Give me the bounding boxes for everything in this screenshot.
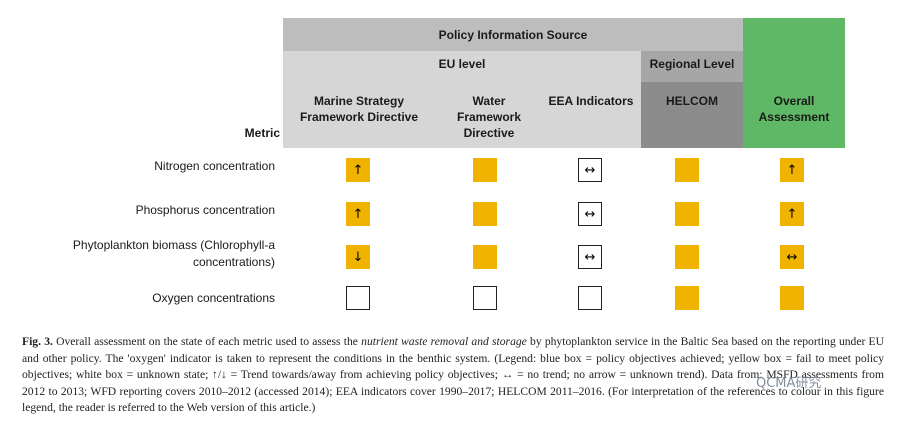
assessment-box-wfd-row-3 (473, 245, 497, 269)
column-msfd: Marine Strategy Framework Directive (299, 94, 419, 124)
column-eea: EEA Indicators (548, 94, 634, 108)
caption-text-1: Overall assessment on the state of each … (52, 335, 362, 348)
regional-level-title: Regional Level (649, 57, 735, 71)
assessment-box-eea-row-3: ↔ (578, 245, 602, 269)
assessment-box-msfd-row-1: ↑ (346, 158, 370, 182)
caption-label: Fig. 3. (22, 335, 53, 348)
policy-source-header-bg (283, 18, 743, 51)
caption-italic: nutrient waste removal and storage (361, 335, 527, 348)
caption-text-2: by phytoplankton service in the Baltic S… (22, 335, 885, 414)
assessment-box-wfd-row-1 (473, 158, 497, 182)
metric-label-phytoplankton-line2: concentrations) (192, 255, 275, 269)
column-wfd: Water Framework Directive (456, 94, 522, 140)
helcom-column-bg (641, 82, 743, 148)
column-overall: Overall Assessment (758, 94, 830, 124)
metric-label-oxygen: Oxygen concentrations (152, 291, 275, 305)
assessment-box-helcom-row-4 (675, 286, 699, 310)
assessment-box-eea-row-2: ↔ (578, 202, 602, 226)
metric-label-phosphorus: Phosphorus concentration (135, 203, 275, 217)
metric-label-phytoplankton-line1: Phytoplankton biomass (Chlorophyll-a (72, 238, 275, 252)
assessment-box-eea-row-4 (578, 286, 602, 310)
assessment-box-helcom-row-1 (675, 158, 699, 182)
watermark: QCMA研究 (756, 376, 822, 391)
assessment-box-overall-row-1: ↑ (780, 158, 804, 182)
assessment-box-msfd-row-4 (346, 286, 370, 310)
policy-source-title: Policy Information Source (438, 27, 588, 42)
eu-level-title: EU level (438, 57, 486, 71)
assessment-box-wfd-row-4 (473, 286, 497, 310)
assessment-box-overall-row-3: ↔ (780, 245, 804, 269)
figure-caption: Fig. 3. Overall assessment on the state … (22, 334, 884, 417)
metric-label-phytoplankton: Phytoplankton biomass (Chlorophyll-a con… (73, 237, 275, 271)
assessment-box-msfd-row-3: ↓ (346, 245, 370, 269)
metric-header: Metric (244, 126, 280, 140)
overall-assessment-bg (743, 18, 845, 148)
regional-level-bg (641, 51, 743, 82)
column-helcom: HELCOM (666, 94, 718, 108)
assessment-box-msfd-row-2: ↑ (346, 202, 370, 226)
eu-level-bg (283, 51, 641, 148)
assessment-box-wfd-row-2 (473, 202, 497, 226)
assessment-box-helcom-row-3 (675, 245, 699, 269)
metric-label-nitrogen: Nitrogen concentration (154, 159, 275, 173)
assessment-box-overall-row-4 (780, 286, 804, 310)
assessment-box-overall-row-2: ↑ (780, 202, 804, 226)
assessment-box-eea-row-1: ↔ (578, 158, 602, 182)
assessment-box-helcom-row-2 (675, 202, 699, 226)
